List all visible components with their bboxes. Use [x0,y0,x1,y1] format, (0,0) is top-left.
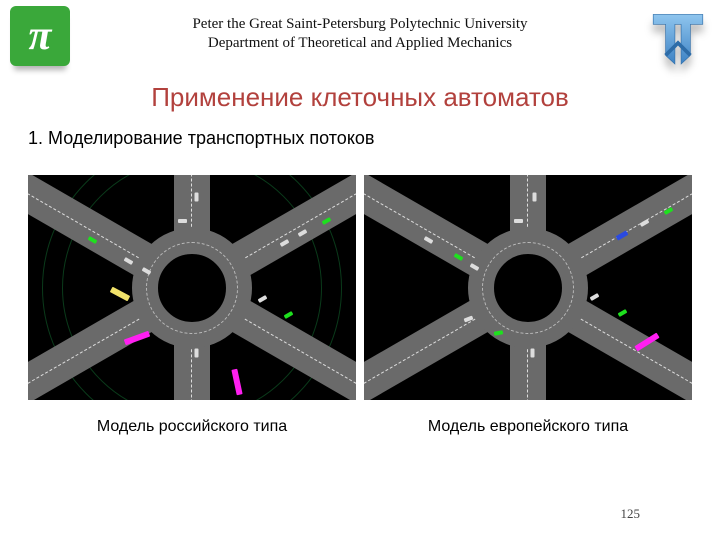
vehicle [178,219,187,223]
slide-title: Применение клеточных автоматов [0,82,720,113]
vehicle [590,293,600,301]
captions-row: Модель российского типа Модель европейск… [28,418,692,436]
vehicle [195,349,199,358]
caption-right: Модель европейского типа [364,418,692,436]
panel-european [364,175,692,400]
panel-russian [28,175,356,400]
vehicle [531,349,535,358]
university-header: Peter the Great Saint-Petersburg Polytec… [0,15,720,53]
panels-row [28,175,692,400]
roundabout-ring [468,228,588,348]
caption-left: Модель российского типа [28,418,356,436]
vehicle [195,193,199,202]
vehicle [618,309,628,317]
vehicle [514,219,523,223]
university-line2: Department of Theoretical and Applied Me… [0,34,720,53]
slide: π Peter the Great Saint-Petersburg Polyt… [0,0,720,540]
vehicle [533,193,537,202]
university-line1: Peter the Great Saint-Petersburg Polytec… [0,15,720,34]
roundabout-ring [132,228,252,348]
page-number: 125 [621,506,641,522]
slide-subtitle: 1. Моделирование транспортных потоков [28,128,374,149]
